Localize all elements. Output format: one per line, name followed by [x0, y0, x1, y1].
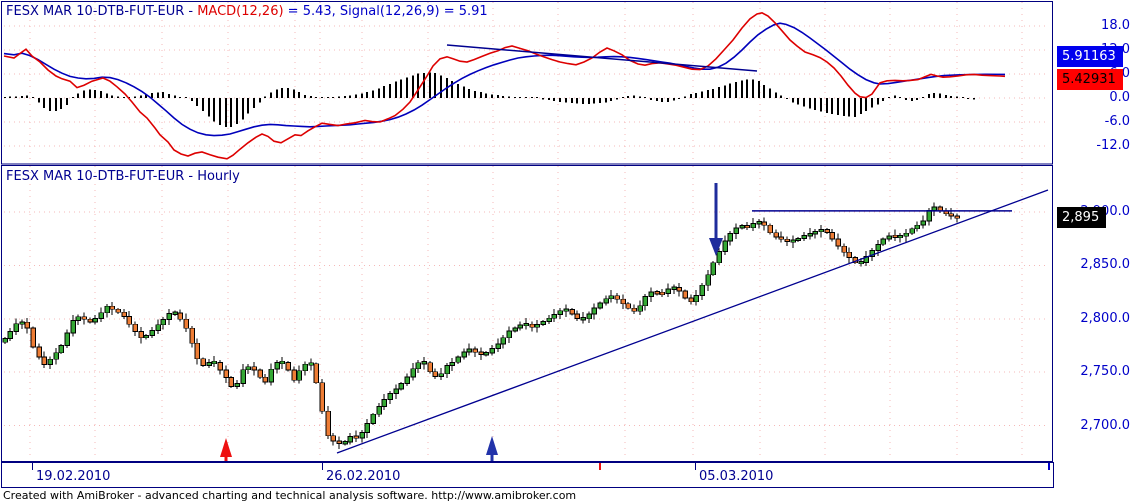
red-tick-marker — [599, 463, 601, 470]
blue-tick-marker — [1048, 463, 1050, 470]
macd-panel-title: FESX MAR 10-DTB-FUT-EUR - MACD(12,26) = … — [6, 4, 488, 19]
signal-line — [3, 22, 1006, 137]
macd-histogram — [4, 72, 975, 128]
date-tick — [695, 463, 696, 470]
date-axis[interactable]: 19.02.2010 26.02.2010 05.03.2010 — [1, 462, 1054, 488]
macd-value-badge: 5.42931 — [1057, 69, 1123, 90]
macd-axis-tick--6: -6.0 — [1104, 114, 1130, 129]
buy-signal-arrow-blue[interactable] — [486, 436, 498, 462]
macd-title-values: = 5.43, Signal(12,26,9) = 5.91 — [283, 4, 488, 19]
price-axis-tick-2700: 2,700.0 — [1080, 417, 1130, 433]
macd-trendline[interactable] — [446, 44, 758, 72]
last-price-badge: 2,895 — [1057, 207, 1106, 228]
price-axis-tick-2750: 2,750.0 — [1080, 364, 1130, 380]
date-tick — [32, 463, 33, 470]
macd-panel-border — [1, 1, 1053, 165]
signal-value-badge: 5.91163 — [1057, 46, 1123, 67]
macd-axis-tick--12: -12.0 — [1096, 138, 1130, 153]
price-axis-tick-2800: 2,800.0 — [1080, 310, 1130, 326]
price-axis-tick-2850: 2,850.0 — [1080, 257, 1130, 273]
price-panel-title: FESX MAR 10-DTB-FUT-EUR - Hourly — [6, 169, 240, 184]
price-candlestick-chart[interactable] — [0, 165, 1054, 462]
down-arrow-annotation[interactable] — [709, 183, 723, 256]
price-panel-border — [1, 165, 1053, 462]
date-label-0: 19.02.2010 — [36, 469, 111, 484]
date-label-2: 05.03.2010 — [699, 469, 774, 484]
macd-title-indicator: MACD(12,26) — [197, 4, 284, 19]
macd-axis-tick-18: 18.0 — [1101, 18, 1130, 33]
candles — [2, 202, 960, 450]
macd-axis-tick-0: 0.0 — [1109, 90, 1130, 105]
macd-title-symbol: FESX MAR 10-DTB-FUT-EUR - — [6, 4, 198, 19]
macd-gridlines — [4, 2, 1046, 163]
macd-indicator-chart[interactable] — [0, 0, 1054, 165]
date-label-1: 26.02.2010 — [326, 469, 401, 484]
macd-line — [3, 11, 1006, 160]
rising-trendline[interactable] — [336, 189, 1049, 454]
amibroker-footer-text: Created with AmiBroker - advanced charti… — [3, 489, 577, 502]
price-gridlines — [4, 166, 1046, 460]
buy-signal-arrow-red[interactable] — [220, 438, 232, 462]
date-tick — [322, 463, 323, 470]
